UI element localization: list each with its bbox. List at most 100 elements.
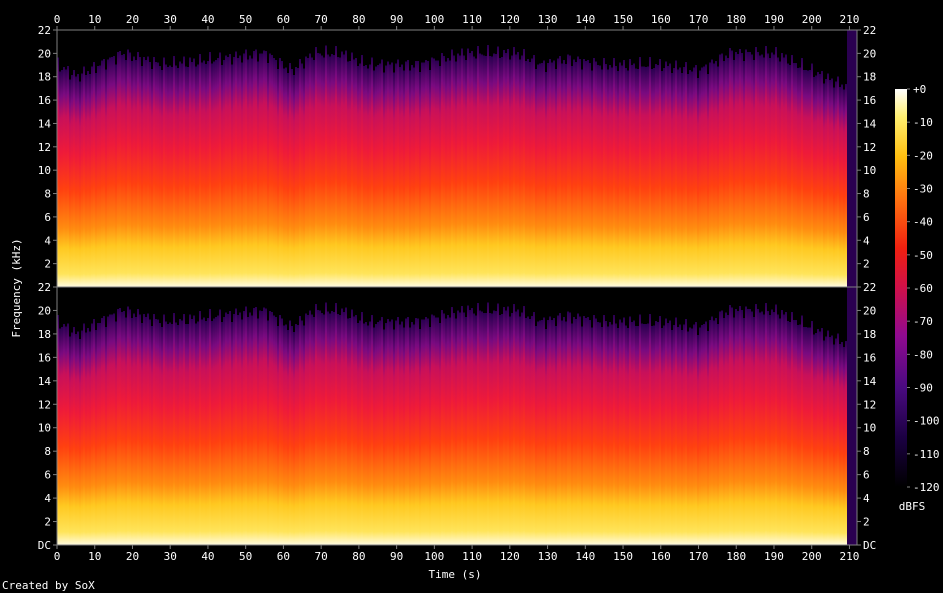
spectrum-column <box>799 324 801 545</box>
spectrum-column <box>175 65 177 287</box>
spectrum-column <box>571 66 573 287</box>
spectrum-column <box>295 324 297 545</box>
spectrum-column <box>815 75 817 287</box>
spectrum-column <box>91 66 93 287</box>
spectrum-column <box>719 54 721 288</box>
spectrum-column <box>57 314 59 545</box>
spectrum-column <box>775 304 777 545</box>
spectrum-column <box>283 325 285 545</box>
spectrum-column <box>467 305 469 545</box>
spectrum-column <box>389 321 391 545</box>
spectrum-column <box>413 67 415 287</box>
spectrum-column <box>417 318 419 545</box>
spectrum-column <box>127 49 129 287</box>
spectrum-column <box>485 313 487 545</box>
spectrum-column <box>765 45 767 287</box>
spectrum-column <box>459 312 461 545</box>
spectrum-column <box>625 68 627 287</box>
spectrum-column <box>689 70 691 287</box>
spectrum-column <box>323 57 325 287</box>
x-tick-label: 170 <box>689 550 709 563</box>
spectrum-column <box>429 326 431 545</box>
spectrum-column <box>453 55 455 287</box>
y-tick-label: 20 <box>863 304 876 317</box>
spectrum-column <box>801 315 803 545</box>
spectrum-column <box>385 322 387 545</box>
spectrum-column <box>241 62 243 287</box>
spectrum-column <box>213 318 215 545</box>
y-tick-label: 8 <box>863 445 870 458</box>
spectrum-column <box>179 318 181 545</box>
spectrum-column <box>443 313 445 545</box>
spectrum-column <box>699 327 701 545</box>
spectrum-column <box>279 57 281 288</box>
spectrum-column <box>233 314 235 545</box>
spectrum-column <box>287 72 289 287</box>
spectrum-column <box>195 323 197 545</box>
spectrum-column <box>655 64 657 287</box>
spectrum-column <box>683 324 685 545</box>
spectrum-column <box>425 59 427 287</box>
spectrum-column <box>589 320 591 545</box>
spectrum-column <box>191 61 193 288</box>
spectrum-column <box>421 62 423 288</box>
spectrum-column <box>623 317 625 545</box>
spectrum-column <box>665 61 667 287</box>
spectrum-column <box>101 60 103 287</box>
spectrum-column <box>823 83 825 287</box>
colorbar-tick-label: -120 <box>913 481 940 494</box>
spectrum-column <box>529 61 531 287</box>
spectrum-column <box>375 323 377 545</box>
spectrum-column <box>339 57 341 288</box>
spectrum-column <box>87 328 89 545</box>
spectrum-column <box>75 76 77 288</box>
spectrum-column <box>353 59 355 287</box>
spectrum-column <box>451 49 453 288</box>
spectrum-column <box>695 322 697 545</box>
spectrum-column <box>563 317 565 545</box>
colorbar-label: dBFS <box>899 500 926 513</box>
spectrum-column <box>193 315 195 545</box>
spectrum-column <box>85 332 87 545</box>
spectrum-column <box>493 53 495 288</box>
y-tick-label: 18 <box>38 71 51 84</box>
x-tick-label: 40 <box>201 550 214 563</box>
spectrum-column <box>463 312 465 545</box>
spectrum-column <box>243 53 245 288</box>
spectrum-column <box>485 55 487 288</box>
x-tick-label: 130 <box>538 13 558 26</box>
spectrum-column <box>765 302 767 545</box>
spectrum-column <box>263 307 265 545</box>
spectrum-column <box>665 318 667 545</box>
spectrum-column <box>219 52 221 287</box>
spectrum-column <box>667 66 669 287</box>
colorbar: +0 -10 -20 -30 -40 -50 -60 -70 -80 -90 -100 -110 -12… <box>895 83 940 494</box>
spectrum-column <box>319 310 321 545</box>
y-tick-label: 2 <box>863 258 870 271</box>
spectrum-column <box>61 70 63 288</box>
spectrum-column <box>251 58 253 287</box>
spectrum-column <box>785 54 787 288</box>
spectrum-column <box>597 64 599 287</box>
spectrum-column <box>293 332 295 545</box>
spectrum-column <box>381 316 383 545</box>
spectrum-column <box>401 64 403 287</box>
spectrum-column <box>515 311 517 545</box>
spectrum-column <box>409 70 411 287</box>
spectrum-column <box>825 336 827 545</box>
spectrum-column <box>711 59 713 288</box>
spectrum-column <box>57 57 59 287</box>
spectrum-column <box>91 323 93 545</box>
spectrum-column <box>333 54 335 287</box>
x-tick-label: 60 <box>277 13 290 26</box>
spectrum-column <box>597 322 599 545</box>
spectrum-column <box>209 309 211 545</box>
spectrum-column <box>343 54 345 288</box>
y-tick-label: 6 <box>44 211 51 224</box>
spectrum-column <box>115 64 117 287</box>
spectrum-column <box>729 47 731 287</box>
spectrum-column <box>527 59 529 287</box>
spectrum-column <box>839 87 841 288</box>
spectrum-column <box>231 321 233 545</box>
spectrum-column <box>635 325 637 545</box>
